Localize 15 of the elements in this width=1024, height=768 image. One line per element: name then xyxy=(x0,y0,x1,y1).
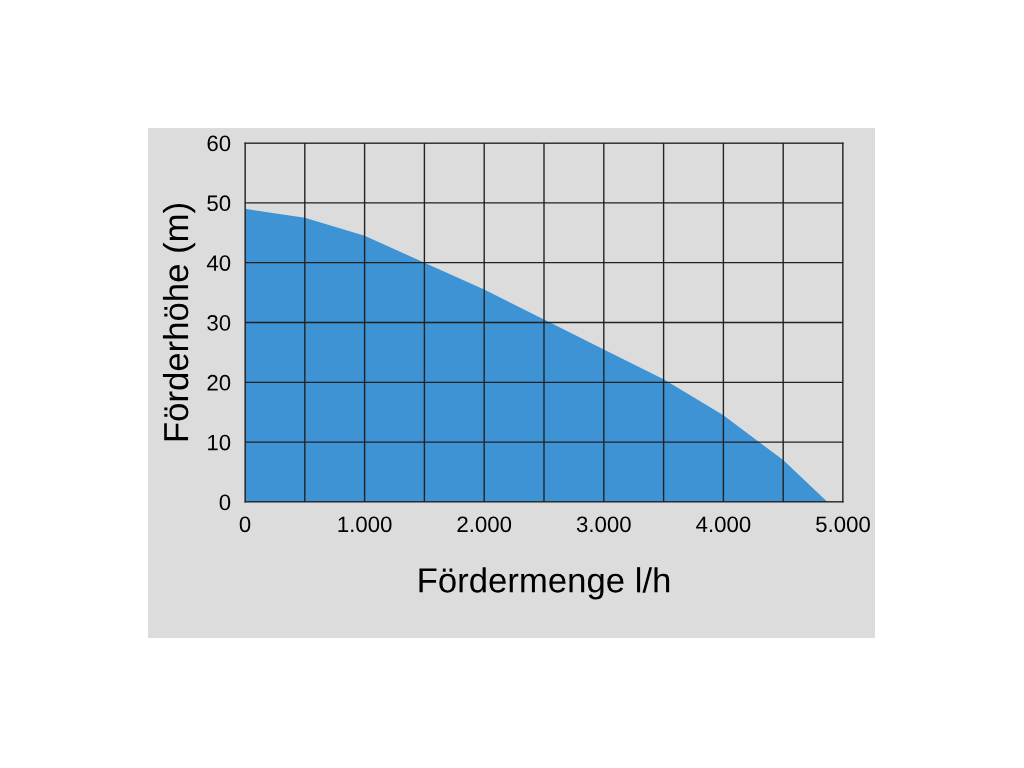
y-tick-label: 50 xyxy=(207,195,231,212)
y-tick-label: 0 xyxy=(219,494,231,511)
x-tick-label: 1.000 xyxy=(338,516,392,533)
y-tick-label: 30 xyxy=(207,315,231,331)
x-tick-label: 2.000 xyxy=(457,516,512,533)
y-tick-label: 60 xyxy=(207,135,231,152)
x-tick-label: 3.000 xyxy=(576,516,631,533)
x-axis-title: Fördermenge l/h xyxy=(419,567,670,600)
x-tick-label: 5.000 xyxy=(816,516,870,533)
y-tick-label: 10 xyxy=(208,434,231,451)
y-tick-label: 40 xyxy=(206,255,231,271)
x-tick-label: 4.000 xyxy=(696,516,751,533)
y-tick-label: 20 xyxy=(207,374,231,391)
x-tick-label: 0 xyxy=(239,516,251,533)
y-axis-title: Förderhöhe (m) xyxy=(162,204,196,441)
